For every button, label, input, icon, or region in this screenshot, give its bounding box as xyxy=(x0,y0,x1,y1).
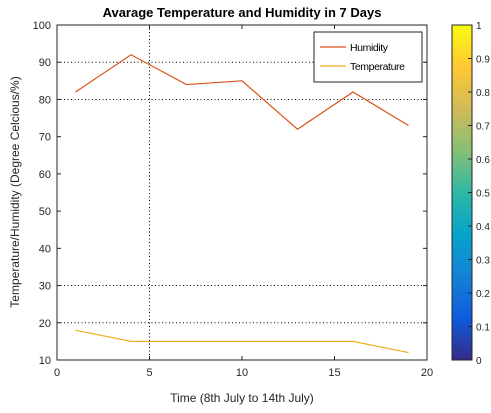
colorbar-tick-label: 1 xyxy=(476,21,482,32)
y-tick-label: 100 xyxy=(33,20,51,32)
legend-box xyxy=(313,31,423,83)
y-tick-label: 50 xyxy=(39,206,51,218)
y-tick-label: 90 xyxy=(39,57,51,69)
chart-title: Avarage Temperature and Humidity in 7 Da… xyxy=(103,5,382,20)
legend-label-humidity: Humidity xyxy=(350,42,389,54)
colorbar-tick-label: 0.7 xyxy=(476,122,490,133)
colorbar-tick-label: 0.2 xyxy=(476,289,490,300)
colorbar-tick-label: 0.4 xyxy=(476,222,490,233)
y-tick-label: 20 xyxy=(39,318,51,330)
colorbar-tick-label: 0.1 xyxy=(476,323,490,334)
x-tick-label: 5 xyxy=(146,367,152,379)
y-axis-label: Temperature/Humidity (Degree Celcious/%) xyxy=(8,76,22,307)
colorbar-tick-label: 0.5 xyxy=(476,189,490,200)
colorbar-tick-label: 0.6 xyxy=(476,155,490,166)
x-tick-label: 20 xyxy=(421,367,433,379)
legend: Humidity Temperature xyxy=(313,31,423,83)
colorbar-tick-label: 0 xyxy=(476,356,482,367)
series-line-temperature xyxy=(75,329,409,354)
y-tick-label: 40 xyxy=(39,243,51,255)
y-tick-label: 10 xyxy=(39,355,51,367)
x-axis-label: Time (8th July to 14th July) xyxy=(170,391,314,405)
series-line-humidity xyxy=(75,54,409,130)
x-tick-label: 15 xyxy=(328,367,340,379)
x-tick-label: 0 xyxy=(54,367,60,379)
colorbar: 0 0.1 0.2 0.3 0.4 0.5 0.6 0.7 0.8 0.9 1 xyxy=(451,21,490,367)
y-tick-label: 60 xyxy=(39,169,51,181)
colorbar-tick-label: 0.3 xyxy=(476,256,490,267)
axes: 0 5 10 15 20 10 20 30 40 50 60 70 80 90 100 xyxy=(33,20,433,379)
series-group xyxy=(75,54,409,354)
colorbar-tick-label: 0.9 xyxy=(476,55,490,66)
x-tick-label: 10 xyxy=(236,367,248,379)
colorbar-tick-label: 0.8 xyxy=(476,88,490,99)
y-tick-label: 70 xyxy=(39,132,51,144)
legend-label-temperature: Temperature xyxy=(350,61,405,73)
y-tick-label: 80 xyxy=(39,94,51,106)
y-tick-label: 30 xyxy=(39,281,51,293)
